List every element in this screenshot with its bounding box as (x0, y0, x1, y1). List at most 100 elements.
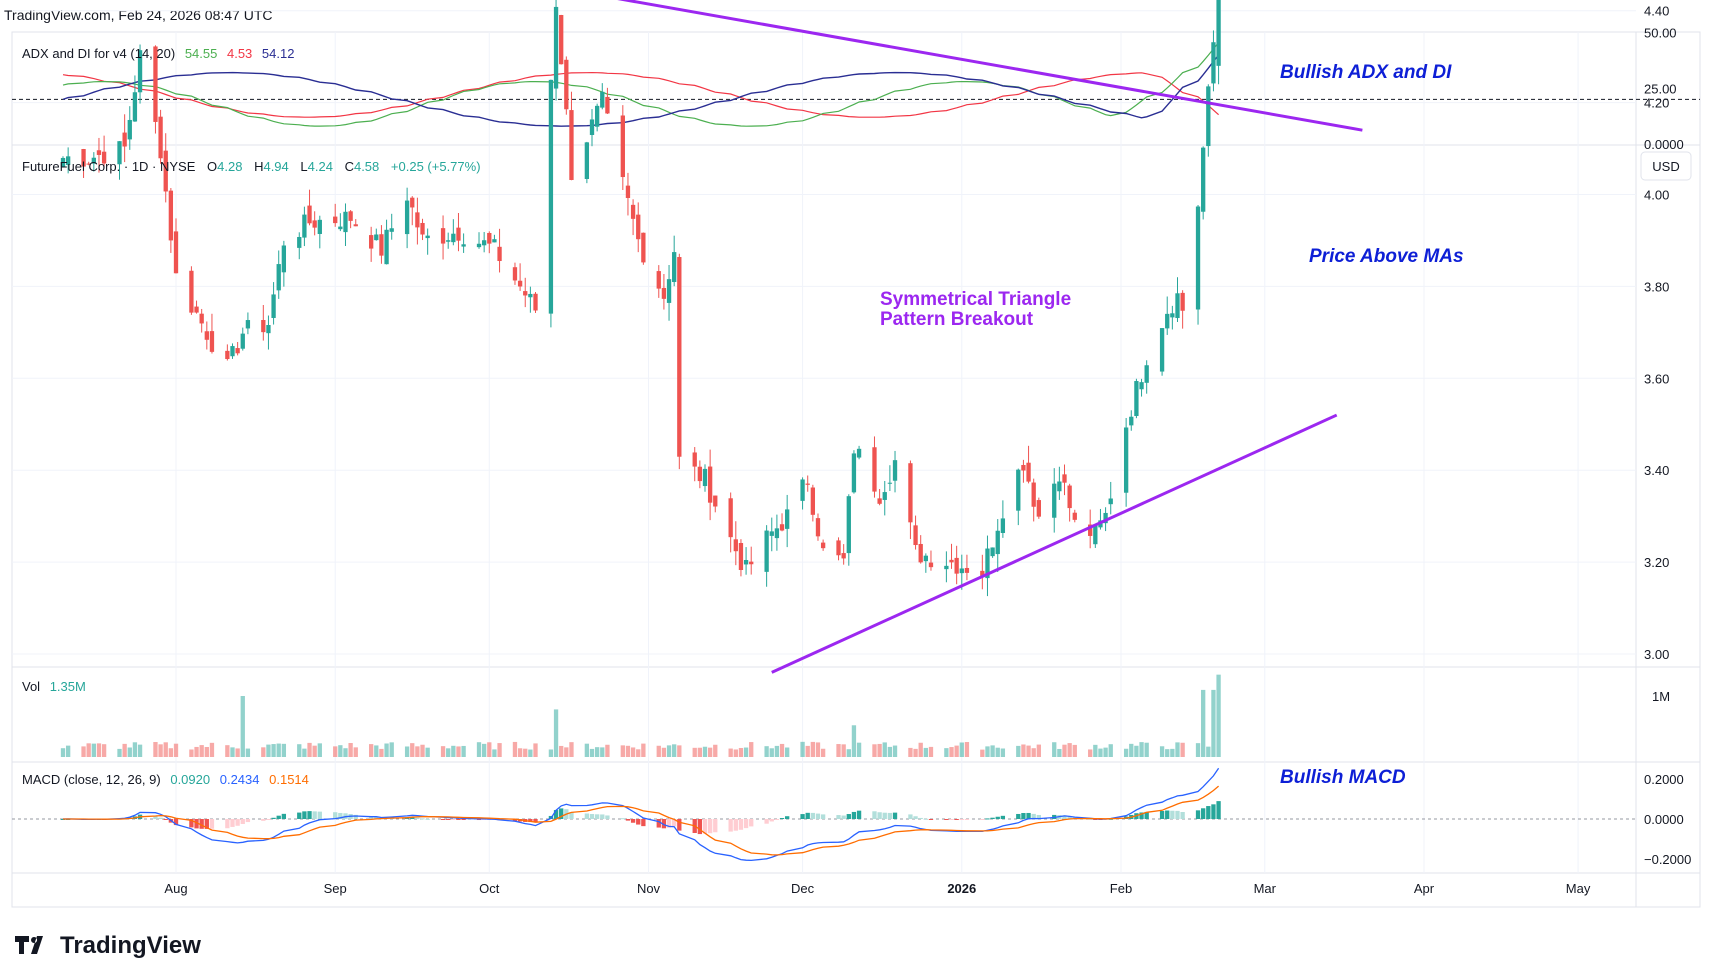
macd-histogram-bar (235, 819, 240, 826)
candle-body (487, 232, 492, 244)
macd-histogram-bar (656, 819, 661, 828)
price-legend-symbol: FutureFuel Corp. · 1D · NYSE (22, 159, 196, 174)
candle-body (1031, 482, 1036, 507)
macd-histogram-bar (995, 816, 1000, 819)
candle-body (779, 524, 785, 531)
candle-body (440, 228, 446, 244)
time-axis-label: Aug (164, 881, 187, 896)
candle-body (343, 211, 348, 233)
macd-histogram-bar (805, 812, 810, 819)
candle-body (1123, 427, 1129, 493)
candle-body (594, 105, 600, 127)
volume-bar (481, 743, 487, 757)
macd-histogram-bar (240, 819, 245, 824)
volume-bar (353, 747, 358, 757)
adx-axis-tick: 0.0000 (1644, 137, 1684, 152)
volume-bar (954, 745, 959, 757)
candle-body (841, 553, 846, 559)
macd-axis-tick: −0.2000 (1644, 852, 1691, 867)
candle-body (204, 331, 209, 340)
candle-body (122, 132, 127, 147)
legend-h-value: 4.94 (263, 159, 288, 174)
volume-bar (209, 742, 215, 757)
volume-bar (410, 743, 415, 757)
volume-bar (1026, 745, 1031, 757)
volume-bar (625, 745, 631, 757)
volume-bar (1180, 742, 1185, 757)
candle-body (512, 267, 518, 281)
volume-bar (404, 746, 410, 757)
candle-body (127, 119, 132, 140)
currency-button[interactable] (1640, 151, 1692, 181)
candle-body (913, 525, 918, 546)
macd-histogram-bar (836, 815, 841, 819)
macd-histogram-bar (636, 819, 641, 825)
macd-legend-signal: 0.1514 (269, 772, 309, 787)
candle-body (944, 565, 949, 570)
volume-panel (60, 674, 1221, 757)
candle-body (101, 151, 107, 164)
candle-body (379, 234, 384, 256)
volume-bar (918, 742, 923, 757)
candle-body (836, 540, 841, 556)
candle-body (1016, 469, 1021, 511)
volume-bar (425, 747, 430, 757)
time-axis-label: May (1566, 881, 1591, 896)
candle-body (908, 463, 913, 523)
candle-body (584, 142, 590, 180)
candle-body (785, 509, 790, 529)
candle-body (307, 205, 312, 224)
macd-histogram-bar (153, 815, 158, 819)
macd-histogram-bar (749, 819, 754, 827)
candle-body (137, 50, 143, 93)
macd-histogram-bar (887, 812, 893, 819)
volume-bar (389, 742, 394, 757)
volume-bar (492, 749, 497, 757)
candle-body (1170, 313, 1175, 318)
candle-body (954, 557, 959, 574)
candle-body (1134, 381, 1139, 416)
macd-histogram-bar (774, 819, 780, 820)
volume-bar (656, 745, 661, 757)
macd-histogram-bar (949, 819, 954, 820)
macd-histogram-bar (374, 816, 379, 819)
candle-body (523, 291, 528, 296)
macd-histogram-bar (820, 814, 826, 819)
volume-bar (297, 744, 302, 757)
candle-body (1108, 498, 1113, 505)
candle-body (1026, 462, 1031, 482)
adx-axis-tick: 25.00 (1644, 81, 1677, 96)
macd-histogram-bar (728, 819, 733, 832)
volume-bar (1088, 749, 1093, 757)
candle-body (856, 448, 862, 458)
volume-bar (692, 747, 697, 757)
candle-body (338, 226, 343, 230)
candle-body (1052, 483, 1057, 518)
volume-bar (1216, 674, 1221, 757)
volume-bar (774, 745, 780, 757)
volume-bar (1062, 744, 1067, 757)
time-axis-label: 2026 (947, 881, 976, 896)
candle-body (666, 279, 672, 303)
volume-bar (1195, 743, 1201, 757)
macd-histogram-bar (702, 819, 708, 834)
candle-body (1165, 313, 1170, 329)
volume-bar (1165, 749, 1170, 757)
volume-bar (666, 745, 672, 757)
volume-bar (533, 743, 538, 757)
candle-body (661, 287, 667, 299)
macd-histogram-bar (451, 819, 456, 820)
macd-histogram-bar (297, 812, 302, 819)
candle-body (425, 235, 430, 239)
volume-bar (512, 741, 518, 757)
candle-body (569, 110, 574, 180)
volume-bar (548, 749, 554, 757)
candle-body (517, 280, 523, 287)
volume-bar (333, 746, 338, 757)
macd-histogram-bar (199, 819, 204, 829)
volume-bar (600, 747, 605, 757)
volume-bar (127, 747, 132, 757)
candle-body (333, 216, 338, 224)
volume-bar (661, 747, 667, 757)
time-axis-label: Feb (1110, 881, 1132, 896)
